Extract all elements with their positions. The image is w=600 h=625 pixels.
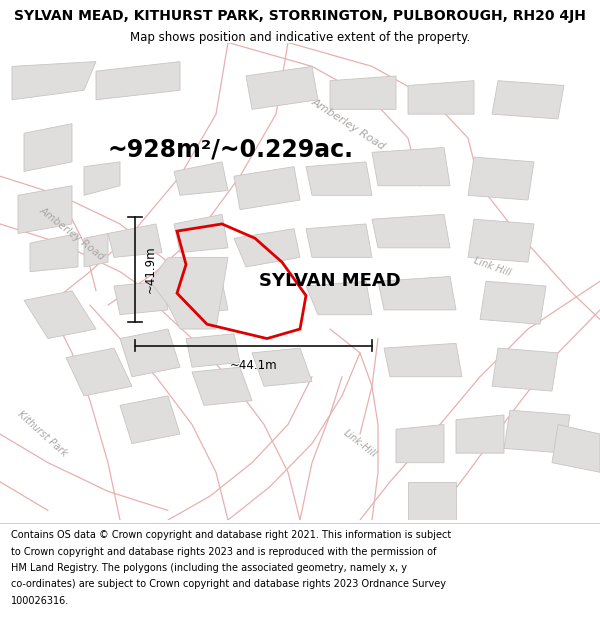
Text: ~44.1m: ~44.1m: [230, 359, 277, 372]
Polygon shape: [492, 81, 564, 119]
Polygon shape: [492, 348, 558, 391]
Polygon shape: [24, 291, 96, 339]
Polygon shape: [396, 424, 444, 462]
Polygon shape: [408, 81, 474, 114]
Text: ~928m²/~0.229ac.: ~928m²/~0.229ac.: [108, 138, 354, 162]
Polygon shape: [234, 229, 300, 267]
Text: HM Land Registry. The polygons (including the associated geometry, namely x, y: HM Land Registry. The polygons (includin…: [11, 563, 407, 573]
Polygon shape: [378, 276, 456, 310]
Polygon shape: [330, 76, 396, 109]
Polygon shape: [408, 482, 456, 520]
Text: Map shows position and indicative extent of the property.: Map shows position and indicative extent…: [130, 31, 470, 44]
Text: Kithurst Park: Kithurst Park: [15, 409, 69, 459]
Polygon shape: [384, 343, 462, 377]
Text: SYLVAN MEAD: SYLVAN MEAD: [259, 272, 401, 290]
Polygon shape: [30, 234, 78, 272]
Polygon shape: [372, 214, 450, 248]
Text: co-ordinates) are subject to Crown copyright and database rights 2023 Ordnance S: co-ordinates) are subject to Crown copyr…: [11, 579, 446, 589]
Polygon shape: [246, 66, 318, 109]
Polygon shape: [18, 186, 72, 234]
Polygon shape: [192, 368, 252, 406]
Polygon shape: [108, 224, 162, 258]
Polygon shape: [306, 281, 372, 314]
Polygon shape: [114, 281, 168, 314]
Polygon shape: [480, 281, 546, 324]
Text: Link-Hill: Link-Hill: [341, 428, 379, 459]
Polygon shape: [504, 410, 570, 453]
Polygon shape: [456, 415, 504, 453]
Text: Link Hill: Link Hill: [472, 256, 512, 278]
Polygon shape: [552, 424, 600, 472]
Text: Contains OS data © Crown copyright and database right 2021. This information is : Contains OS data © Crown copyright and d…: [11, 531, 451, 541]
Polygon shape: [12, 62, 96, 100]
Text: Amberley Road: Amberley Road: [310, 96, 386, 151]
Text: 100026316.: 100026316.: [11, 596, 69, 606]
Polygon shape: [234, 167, 300, 209]
Polygon shape: [150, 258, 228, 329]
Polygon shape: [306, 224, 372, 258]
Polygon shape: [174, 281, 228, 314]
Polygon shape: [120, 396, 180, 444]
Polygon shape: [24, 124, 72, 171]
Polygon shape: [186, 334, 240, 367]
Polygon shape: [84, 162, 120, 195]
Polygon shape: [306, 162, 372, 195]
Polygon shape: [252, 348, 312, 386]
Polygon shape: [468, 219, 534, 262]
Text: to Crown copyright and database rights 2023 and is reproduced with the permissio: to Crown copyright and database rights 2…: [11, 547, 436, 557]
Polygon shape: [468, 157, 534, 200]
Polygon shape: [174, 214, 228, 253]
Text: Amberley Road: Amberley Road: [37, 205, 107, 262]
Polygon shape: [120, 329, 180, 377]
Text: SYLVAN MEAD, KITHURST PARK, STORRINGTON, PULBOROUGH, RH20 4JH: SYLVAN MEAD, KITHURST PARK, STORRINGTON,…: [14, 9, 586, 23]
Polygon shape: [174, 162, 228, 195]
Polygon shape: [84, 234, 108, 267]
Polygon shape: [96, 62, 180, 100]
Polygon shape: [372, 148, 450, 186]
Polygon shape: [66, 348, 132, 396]
Text: ~41.9m: ~41.9m: [144, 246, 157, 293]
